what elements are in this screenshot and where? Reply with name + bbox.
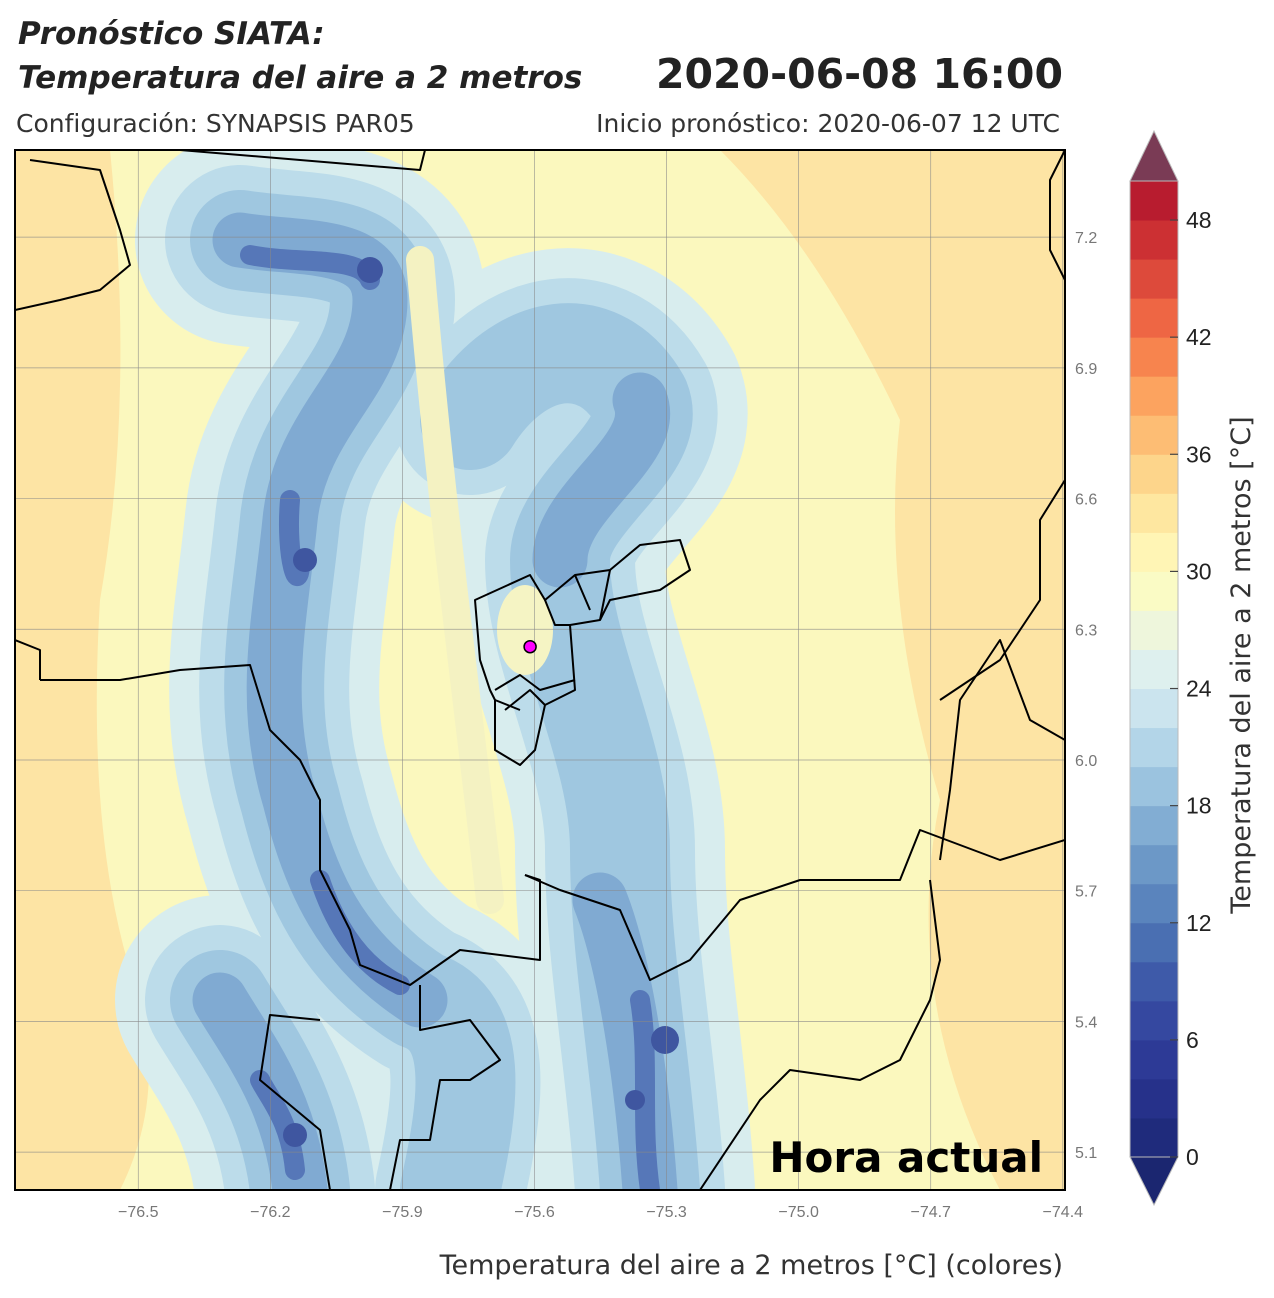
- colorbar-band: [1130, 766, 1178, 807]
- colorbar-tick-label: 24: [1186, 676, 1212, 702]
- x-label: Temperatura del aire a 2 metros [°C] (co…: [439, 1250, 1063, 1281]
- colorbar-extend-low: [1129, 1156, 1179, 1207]
- city-marker: [523, 639, 537, 654]
- colorbar: 0 6 12 18 24 30 36 42 48: [1129, 129, 1212, 1207]
- colorbar-band: [1130, 961, 1178, 1002]
- borders: [15, 150, 1065, 1190]
- x-tick-label: −76.5: [118, 1204, 159, 1221]
- x-tick-label: −75.0: [778, 1204, 819, 1221]
- annotation: Hora actual: [769, 1133, 1043, 1182]
- colorbar-band: [1130, 1039, 1178, 1080]
- colorbar-band: [1130, 493, 1178, 533]
- colorbar-band: [1130, 883, 1178, 924]
- colorbar-band: [1130, 571, 1178, 611]
- colorbar-band: [1130, 337, 1178, 377]
- colorbar-band: [1130, 532, 1178, 572]
- colorbar-band: [1130, 181, 1178, 221]
- x-tick-label: −75.6: [514, 1204, 555, 1221]
- colorbar-tick-label: 6: [1186, 1027, 1199, 1053]
- y-tick-label: 6.0: [1075, 753, 1097, 770]
- colorbar-band: [1130, 649, 1178, 690]
- x-tick-label: −75.9: [382, 1204, 423, 1221]
- x-tick-label: −75.3: [646, 1204, 687, 1221]
- colorbar-band: [1130, 454, 1178, 494]
- y-tick-label: 6.3: [1075, 622, 1097, 639]
- map-frame: [14, 149, 1066, 1191]
- colorbar-band: [1130, 610, 1178, 650]
- axes: −76.5 −76.2 −75.9 −75.6 −75.3 −75.0 −74.7 −74.4…: [118, 230, 1097, 1221]
- colorbar-band: [1130, 1078, 1178, 1119]
- warm-zone: [15, 150, 149, 1190]
- config: Configuración: SYNAPSIS PAR05: [16, 109, 415, 138]
- colorbar-label: Temperatura del aire a 2 metros [°C]: [1226, 416, 1257, 914]
- colorbar-extend-high: [1129, 129, 1179, 182]
- colorbar-band: [1130, 922, 1178, 963]
- colorbar-band: [1130, 1000, 1178, 1041]
- title: Pronóstico SIATA:: [18, 16, 325, 52]
- y-tick-label: 6.9: [1075, 361, 1097, 378]
- colorbar-band: [1130, 688, 1178, 729]
- colorbar-frame: [1129, 180, 1179, 1158]
- colorbar-band: [1130, 844, 1178, 885]
- y-tick-label: 5.7: [1075, 884, 1097, 901]
- x-tick-label: −74.4: [1043, 1204, 1084, 1221]
- warm-zone: [720, 150, 1065, 1190]
- colorbar-band: [1130, 259, 1178, 299]
- init: Inicio pronóstico: 2020-06-07 12 UTC: [596, 109, 1060, 138]
- colorbar-band: [1130, 220, 1178, 260]
- colorbar-band: [1130, 298, 1178, 338]
- colorbar-band: [1130, 1117, 1178, 1158]
- temperature-field: [15, 150, 1065, 1190]
- x-tick-label: −76.2: [250, 1204, 291, 1221]
- colorbar-band: [1130, 805, 1178, 846]
- colorbar-tick-label: 48: [1186, 207, 1212, 233]
- y-tick-label: 5.4: [1075, 1014, 1097, 1031]
- y-tick-label: 6.6: [1075, 492, 1097, 509]
- date: 2020-06-08 16:00: [656, 50, 1063, 98]
- subtitle: Temperatura del aire a 2 metros: [18, 60, 582, 96]
- x-tick-label: −74.7: [910, 1204, 951, 1221]
- colorbar-tick-label: 42: [1186, 324, 1212, 350]
- colorbar-band: [1130, 376, 1178, 416]
- marker-layer: [523, 639, 537, 654]
- y-tick-label: 7.2: [1075, 230, 1097, 247]
- colorbar-tick-label: 30: [1186, 558, 1212, 584]
- colorbar-tick-label: 36: [1186, 441, 1212, 467]
- colorbar-tick-label: 12: [1186, 910, 1212, 936]
- y-tick-label: 5.1: [1075, 1145, 1097, 1162]
- cool-zones: [115, 150, 755, 1190]
- colorbar-band: [1130, 727, 1178, 768]
- colorbar-tick-label: 18: [1186, 793, 1212, 819]
- colorbar-tick-label: 0: [1186, 1144, 1199, 1170]
- colorbar-band: [1130, 415, 1178, 455]
